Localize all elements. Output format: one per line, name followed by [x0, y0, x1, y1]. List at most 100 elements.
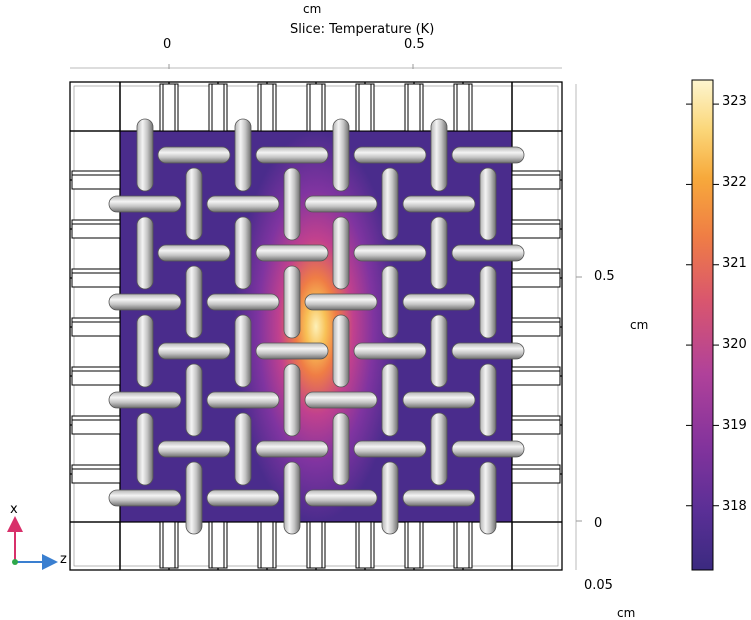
fiber-vertical-1-7 — [479, 167, 497, 241]
fiber-vertical-3-7 — [479, 265, 497, 339]
fiber-horizontal-7-2 — [206, 489, 280, 507]
fiber-horizontal-2-1 — [157, 244, 231, 262]
fiber-slot-top-6 — [453, 83, 473, 132]
fiber-vertical-4-6 — [430, 314, 448, 388]
depth-tick-label: 0.05 — [584, 578, 613, 593]
fiber-horizontal-4-3 — [255, 342, 329, 360]
fiber-vertical-4-0 — [136, 314, 154, 388]
colorbar-tick-label-323: 323 — [722, 94, 747, 109]
fiber-vertical-6-2 — [234, 412, 252, 486]
fiber-horizontal-4-1 — [157, 342, 231, 360]
fiber-slot-right-0 — [511, 170, 561, 190]
fiber-horizontal-7-4 — [304, 489, 378, 507]
right-tick-label-1: 0 — [594, 516, 603, 531]
fiber-vertical-7-3 — [283, 461, 301, 535]
fiber-horizontal-0-1 — [157, 146, 231, 164]
fiber-vertical-5-3 — [283, 363, 301, 437]
fiber-vertical-7-5 — [381, 461, 399, 535]
fiber-slot-left-0 — [71, 170, 121, 190]
right-tick-label-0: 0.5 — [594, 269, 615, 284]
fiber-slot-right-3 — [511, 317, 561, 337]
temperature-field — [120, 131, 512, 522]
fiber-horizontal-6-1 — [157, 440, 231, 458]
fiber-slot-top-5 — [404, 83, 424, 132]
fiber-slot-right-1 — [511, 219, 561, 239]
fiber-horizontal-4-7 — [451, 342, 525, 360]
fiber-vertical-1-1 — [185, 167, 203, 241]
fiber-vertical-1-5 — [381, 167, 399, 241]
fiber-vertical-6-4 — [332, 412, 350, 486]
fiber-vertical-5-5 — [381, 363, 399, 437]
fiber-vertical-7-1 — [185, 461, 203, 535]
colorbar-tick-label-321: 321 — [722, 256, 747, 271]
fiber-vertical-3-5 — [381, 265, 399, 339]
fiber-vertical-6-0 — [136, 412, 154, 486]
fiber-vertical-4-4 — [332, 314, 350, 388]
fiber-vertical-4-2 — [234, 314, 252, 388]
fiber-horizontal-5-2 — [206, 391, 280, 409]
top-tick-label-1: 0.5 — [404, 37, 425, 52]
top-axis-unit: cm — [303, 2, 322, 16]
colorbar — [691, 79, 714, 571]
fiber-vertical-2-0 — [136, 216, 154, 290]
colorbar-tick-label-322: 322 — [722, 175, 747, 190]
fiber-horizontal-3-2 — [206, 293, 280, 311]
fiber-vertical-5-7 — [479, 363, 497, 437]
fiber-horizontal-6-7 — [451, 440, 525, 458]
fiber-slot-left-3 — [71, 317, 121, 337]
fiber-horizontal-1-2 — [206, 195, 280, 213]
fiber-slot-top-4 — [355, 83, 375, 132]
fiber-vertical-0-2 — [234, 118, 252, 192]
fiber-slot-top-0 — [159, 83, 179, 132]
fiber-horizontal-3-0 — [108, 293, 182, 311]
fiber-horizontal-1-6 — [402, 195, 476, 213]
fiber-slot-bottom-4 — [355, 521, 375, 569]
fiber-vertical-5-1 — [185, 363, 203, 437]
fiber-slot-left-4 — [71, 366, 121, 386]
fiber-horizontal-0-3 — [255, 146, 329, 164]
fiber-slot-right-2 — [511, 268, 561, 288]
fiber-edge-slots — [71, 83, 561, 569]
depth-axis-unit: cm — [617, 606, 636, 620]
fiber-vertical-0-4 — [332, 118, 350, 192]
woven-fibers — [108, 118, 525, 535]
fiber-horizontal-5-4 — [304, 391, 378, 409]
top-tick-label-0: 0 — [163, 37, 172, 52]
fiber-slot-top-1 — [208, 83, 228, 132]
fiber-vertical-3-3 — [283, 265, 301, 339]
fiber-vertical-0-6 — [430, 118, 448, 192]
fiber-vertical-0-0 — [136, 118, 154, 192]
fiber-slot-right-4 — [511, 366, 561, 386]
right-axis-unit: cm — [630, 318, 649, 332]
fiber-vertical-1-3 — [283, 167, 301, 241]
fiber-slot-bottom-1 — [208, 521, 228, 569]
fiber-slot-bottom-3 — [306, 521, 326, 569]
fiber-vertical-6-6 — [430, 412, 448, 486]
fiber-vertical-3-1 — [185, 265, 203, 339]
fiber-slot-bottom-5 — [404, 521, 424, 569]
fiber-slot-bottom-0 — [159, 521, 179, 569]
triad-z-label: z — [60, 552, 67, 567]
fiber-horizontal-4-5 — [353, 342, 427, 360]
fiber-vertical-2-6 — [430, 216, 448, 290]
fiber-horizontal-6-3 — [255, 440, 329, 458]
fiber-horizontal-2-3 — [255, 244, 329, 262]
colorbar-tick-label-320: 320 — [722, 337, 747, 352]
colorbar-tick-label-319: 319 — [722, 418, 747, 433]
fiber-horizontal-3-4 — [304, 293, 378, 311]
fiber-vertical-2-4 — [332, 216, 350, 290]
colorbar-tick-label-318: 318 — [722, 499, 747, 514]
fiber-horizontal-3-6 — [402, 293, 476, 311]
triad-x-label: x — [10, 502, 18, 517]
fiber-horizontal-5-6 — [402, 391, 476, 409]
fiber-horizontal-7-6 — [402, 489, 476, 507]
triad-y-axis — [12, 559, 18, 565]
fiber-horizontal-2-5 — [353, 244, 427, 262]
fiber-horizontal-1-0 — [108, 195, 182, 213]
fiber-horizontal-0-5 — [353, 146, 427, 164]
fiber-horizontal-6-5 — [353, 440, 427, 458]
fiber-vertical-7-7 — [479, 461, 497, 535]
fiber-slot-left-2 — [71, 268, 121, 288]
fiber-slot-left-6 — [71, 464, 121, 484]
